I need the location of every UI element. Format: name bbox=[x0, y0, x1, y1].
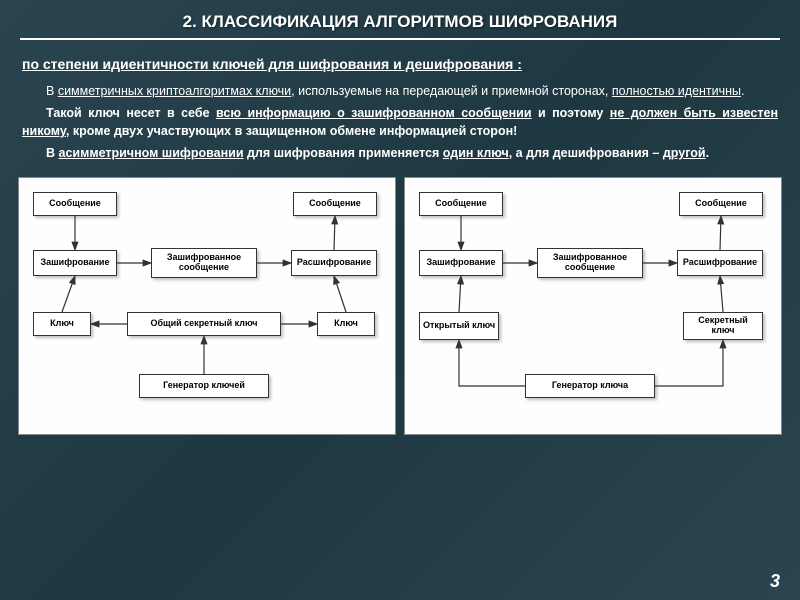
node-common: Общий секретный ключ bbox=[127, 312, 281, 336]
node-dec: Расшифрование bbox=[291, 250, 377, 276]
node-key1: Ключ bbox=[33, 312, 91, 336]
p3f: для дешифрования – bbox=[526, 146, 663, 160]
edge bbox=[459, 340, 525, 386]
node-skey: Секретный ключ bbox=[683, 312, 763, 340]
p1c: , используемые на передающей и приемной … bbox=[291, 84, 612, 98]
title-underline bbox=[20, 38, 780, 40]
page-title: 2. КЛАССИФИКАЦИЯ АЛГОРИТМОВ ШИФРОВАНИЯ bbox=[0, 0, 800, 38]
edge bbox=[720, 216, 721, 250]
edge bbox=[62, 276, 75, 312]
edge bbox=[720, 276, 723, 312]
node-gen: Генератор ключа bbox=[525, 374, 655, 398]
edge bbox=[334, 216, 335, 250]
node-msg2: Сообщение bbox=[293, 192, 377, 216]
diagram-symmetric: Сообщение Сообщение Зашифрование Зашифрован… bbox=[18, 177, 396, 435]
p2a: Такой ключ несет в себе bbox=[46, 106, 216, 120]
paragraph-1: В симметричных криптоалгоритмах ключи, и… bbox=[0, 82, 800, 104]
page-number: 3 bbox=[770, 571, 780, 592]
node-enc: Зашифрование bbox=[33, 250, 117, 276]
node-encmsg: Зашифрованное сообщение bbox=[537, 248, 643, 278]
diagram-asymmetric: Сообщение Сообщение Зашифрование Зашифрован… bbox=[404, 177, 782, 435]
node-key2: Ключ bbox=[317, 312, 375, 336]
node-encmsg: Зашифрованное сообщение bbox=[151, 248, 257, 278]
p3g: другой bbox=[663, 146, 706, 160]
p3a: В bbox=[46, 146, 59, 160]
p1a: В bbox=[46, 84, 58, 98]
node-enc: Зашифрование bbox=[419, 250, 503, 276]
p1e: . bbox=[741, 84, 744, 98]
node-msg1: Сообщение bbox=[33, 192, 117, 216]
subtitle: по степени идиентичности ключей для шифр… bbox=[0, 52, 800, 82]
edge bbox=[334, 276, 346, 312]
node-dec: Расшифрование bbox=[677, 250, 763, 276]
p1d: полностью идентичны bbox=[612, 84, 741, 98]
p3b: асимметричном шифровании bbox=[59, 146, 244, 160]
paragraph-3: В асимметричном шифровании для шифровани… bbox=[0, 144, 800, 166]
p3d: один ключ bbox=[443, 146, 509, 160]
node-gen: Генератор ключей bbox=[139, 374, 269, 398]
p2e: , кроме двух участвующих в защищенном об… bbox=[66, 124, 517, 138]
p1b: симметричных криптоалгоритмах ключи bbox=[58, 84, 291, 98]
paragraph-2: Такой ключ несет в себе всю информацию о… bbox=[0, 104, 800, 144]
diagrams-container: Сообщение Сообщение Зашифрование Зашифрован… bbox=[0, 167, 800, 435]
edge bbox=[459, 276, 461, 312]
node-msg1: Сообщение bbox=[419, 192, 503, 216]
edge bbox=[655, 340, 723, 386]
p3e: , а bbox=[509, 146, 526, 160]
p2c: и поэтому bbox=[532, 106, 610, 120]
p3h: . bbox=[706, 146, 709, 160]
node-msg2: Сообщение bbox=[679, 192, 763, 216]
node-okey: Открытый ключ bbox=[419, 312, 499, 340]
p2b: всю информацию о зашифрованном сообщении bbox=[216, 106, 532, 120]
p3c: для шифрования применяется bbox=[244, 146, 443, 160]
